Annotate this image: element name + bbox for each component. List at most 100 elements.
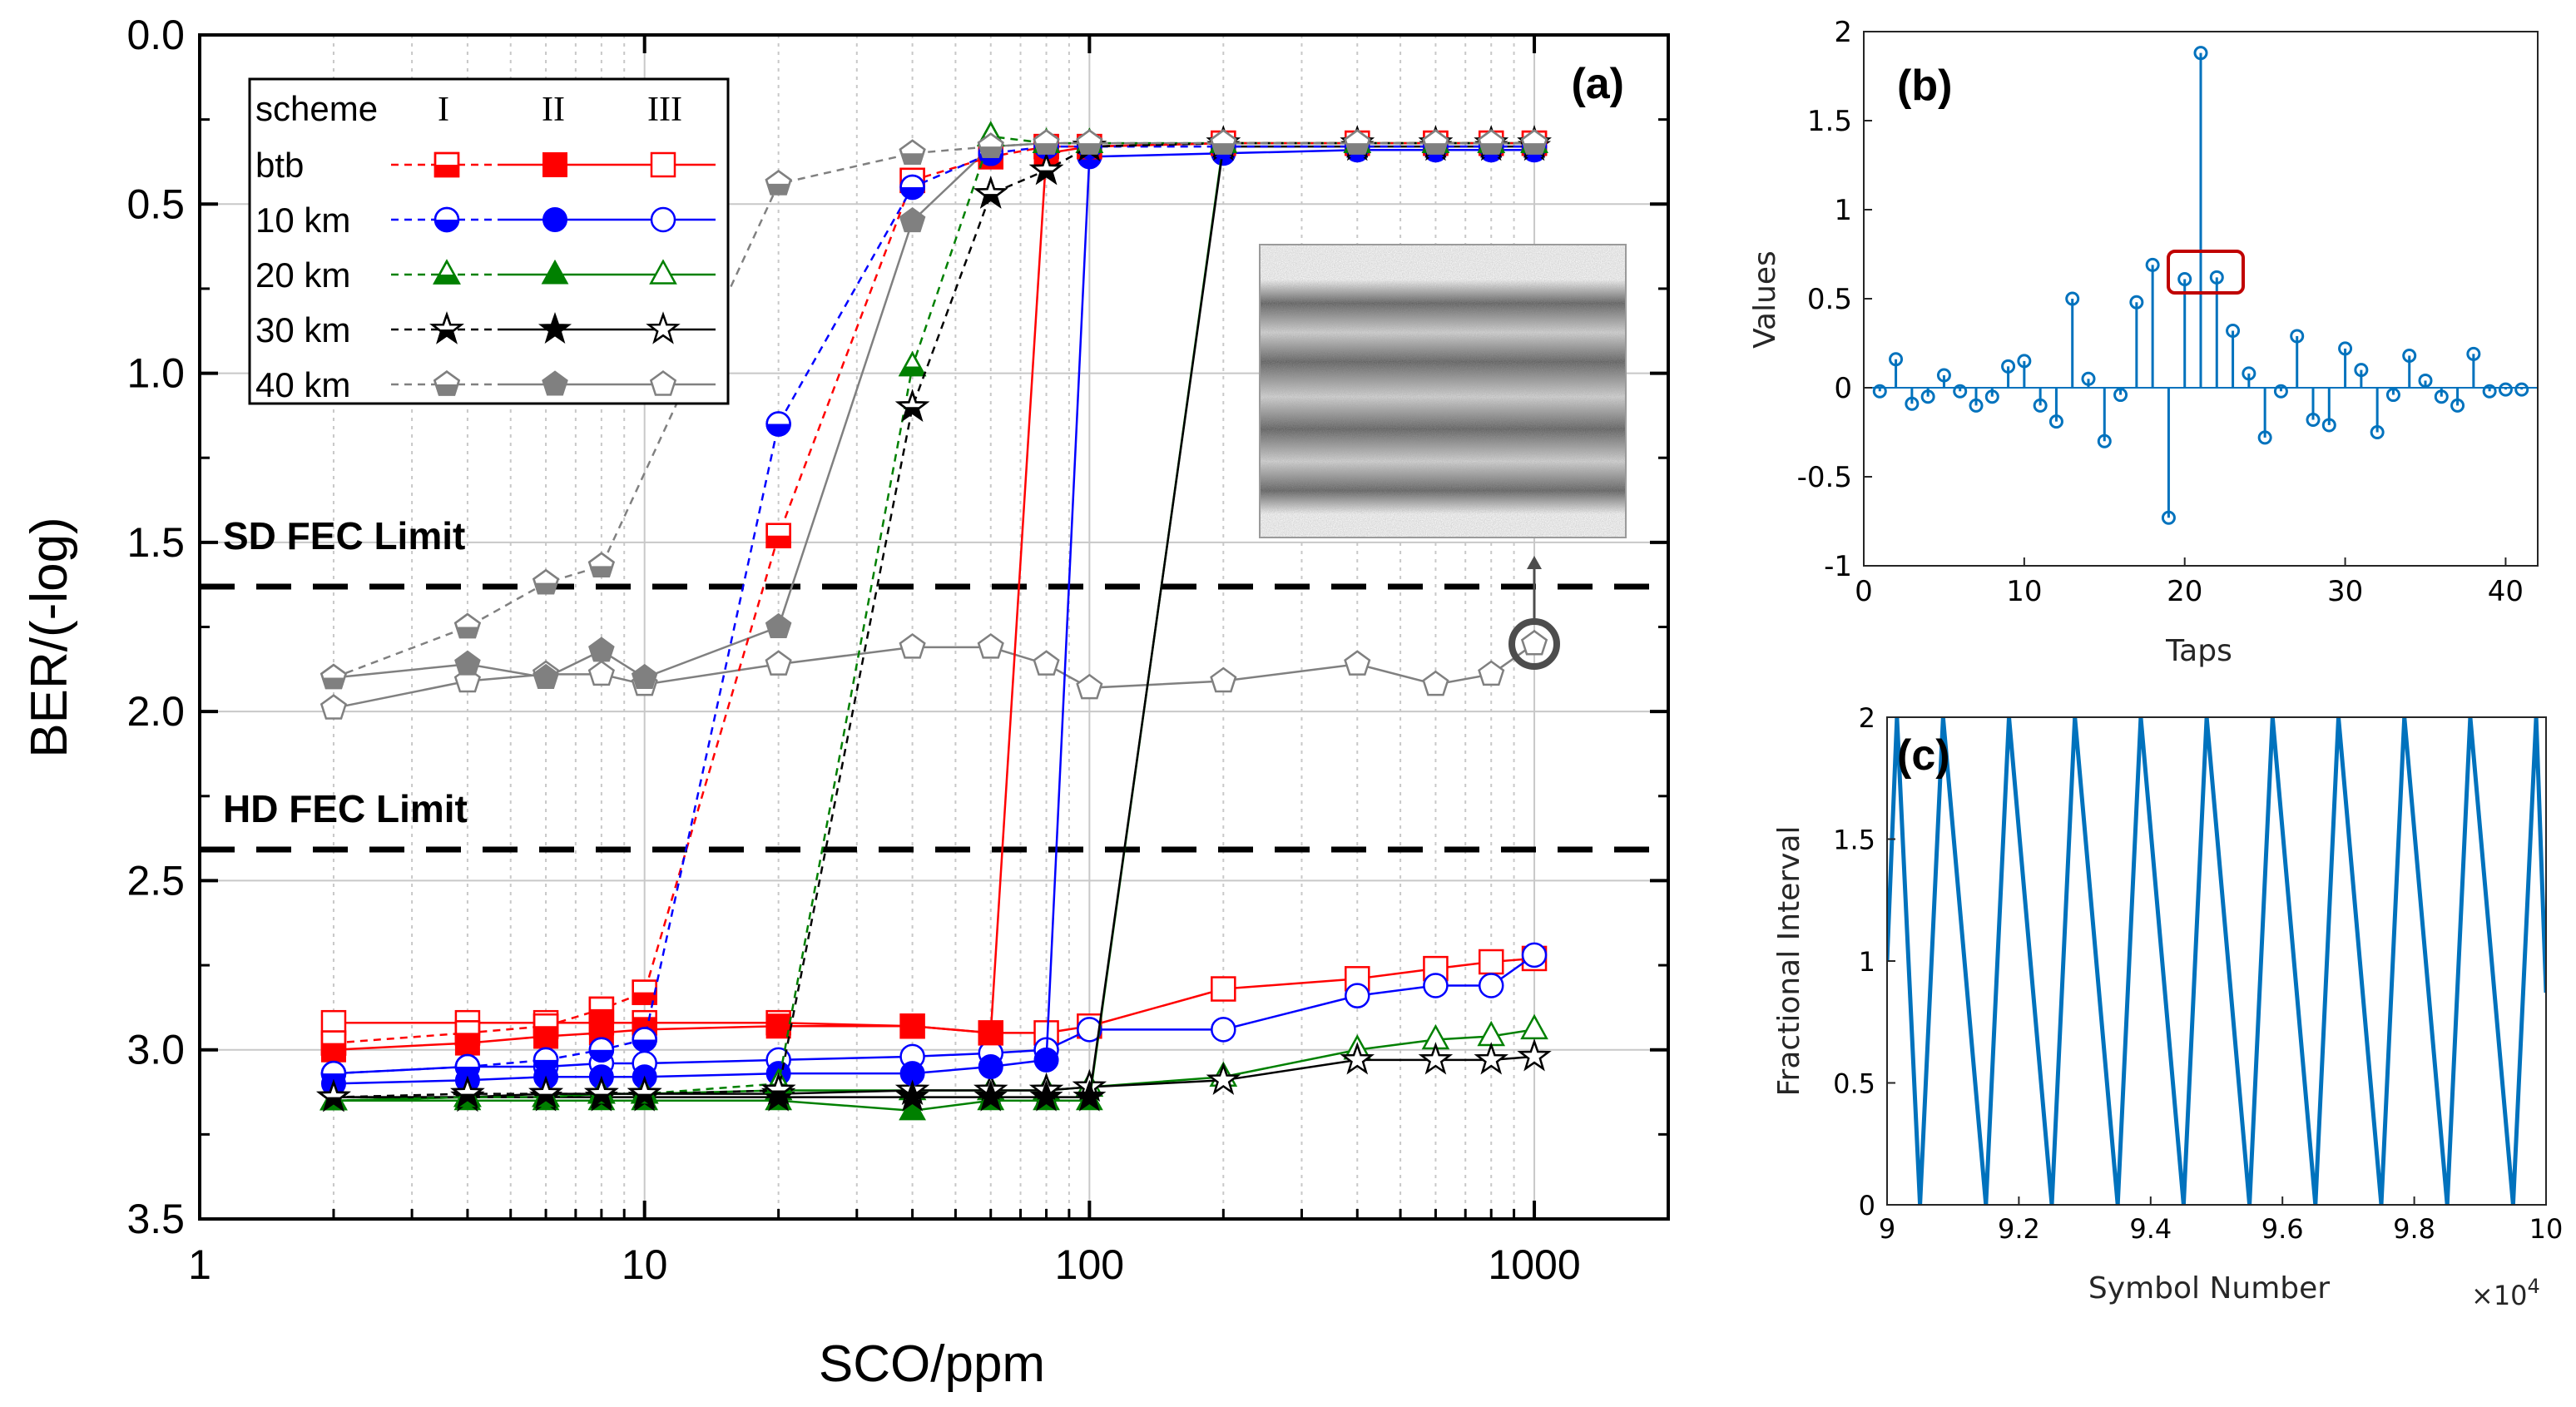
series-40-km-i: [320, 129, 1548, 690]
data-point: [1210, 129, 1237, 155]
panel-a-fec-lines: [200, 583, 1656, 853]
panel-b-stems: [1864, 46, 2538, 525]
stem: [2161, 388, 2176, 525]
legend-header: scheme: [255, 89, 378, 128]
legend-marker: [542, 207, 567, 232]
data-point: [528, 1075, 563, 1109]
x-tick-label: 9.2: [1998, 1213, 2040, 1245]
panel-a-xlabel: SCO/ppm: [819, 1335, 1045, 1393]
data-point: [765, 523, 791, 548]
data-point: [320, 694, 348, 720]
data-point: [632, 979, 657, 1005]
highlight-circle-arrow: [1508, 556, 1560, 670]
panel-c-ylabel: Fractional Interval: [1772, 825, 1806, 1096]
stem: [2498, 382, 2513, 397]
panel-a-label: (a): [1571, 60, 1624, 108]
fractional-interval-line: [1887, 717, 2546, 1205]
panel-b-xlabel: Taps: [2165, 634, 2232, 668]
legend-marker: [541, 259, 569, 285]
data-point: [760, 1072, 796, 1106]
stem: [2338, 341, 2353, 388]
data-point: [765, 1013, 791, 1039]
data-point: [454, 650, 481, 676]
stem: [2017, 354, 2032, 388]
x-tick-label: 20: [2167, 575, 2202, 608]
stem: [2145, 257, 2160, 388]
y-tick-label: 0.5: [1807, 283, 1852, 316]
x-tick-label: 9.4: [2129, 1213, 2172, 1245]
panel-c-x-exponent: ×104: [2471, 1275, 2540, 1311]
data-point: [1344, 650, 1371, 676]
legend-marker: [433, 206, 460, 233]
x-tick-label: 9: [1879, 1213, 1895, 1245]
data-point: [454, 1053, 481, 1080]
data-point: [632, 1027, 657, 1053]
data-point: [1345, 983, 1370, 1008]
data-point: [1340, 1042, 1375, 1075]
legend-marker: [433, 151, 460, 178]
legend-row: 40 km: [255, 365, 716, 404]
data-point: [978, 1020, 1003, 1046]
stem: [2385, 388, 2400, 403]
series-40-km-iii: [320, 629, 1548, 720]
data-point: [973, 1079, 1008, 1112]
stem: [2466, 346, 2481, 388]
y-tick-label: 0: [1834, 372, 1852, 405]
y-tick-label: 2.0: [126, 688, 185, 735]
stem: [2354, 363, 2369, 388]
stem: [2129, 295, 2144, 388]
stem: [2418, 373, 2433, 388]
legend-label: 30 km: [255, 310, 350, 349]
stem: [1936, 368, 1951, 388]
data-point: [899, 632, 926, 659]
panel-b-ylabel: Values: [1748, 250, 1782, 349]
stem: [1889, 352, 1904, 388]
data-point: [977, 632, 1004, 659]
data-point: [1033, 650, 1060, 676]
data-point: [316, 1078, 351, 1112]
panel-c-x-exponent-power: 4: [2528, 1275, 2540, 1298]
data-point: [584, 1075, 619, 1109]
legend-row: 20 km: [255, 255, 716, 295]
data-point: [1520, 1013, 1548, 1040]
data-point: [1520, 629, 1548, 656]
y-tick-label: 2.5: [126, 857, 185, 904]
stem: [2514, 382, 2529, 397]
data-point: [1077, 1017, 1102, 1043]
stem: [2306, 388, 2321, 428]
data-point: [765, 169, 792, 196]
legend-row: btb: [255, 146, 716, 185]
series-line: [333, 145, 1535, 1075]
y-tick-label: 3.0: [126, 1027, 185, 1073]
data-point: [899, 174, 925, 201]
legend-label: btb: [255, 146, 304, 185]
data-point: [533, 663, 559, 689]
data-point: [899, 206, 926, 233]
y-tick-label: -0.5: [1797, 461, 1852, 494]
stem: [2290, 329, 2305, 388]
stem: [1920, 388, 1935, 404]
data-point: [1422, 129, 1449, 155]
stem: [2097, 388, 2112, 448]
stem: [2370, 388, 2385, 439]
data-point: [1206, 1062, 1241, 1095]
data-point: [588, 637, 615, 662]
legend-rows: btb 10 km 20 km 30 km 40 km: [255, 146, 716, 404]
panel-a-axes: 1 10 100 1000 0.0 0.5 1.0 1.5 2.0 2.5 3.0 3.5: [126, 12, 1670, 1288]
stem: [2065, 291, 2080, 388]
legend-row: 30 km: [255, 310, 716, 349]
data-point: [899, 139, 926, 166]
legend-marker: [650, 151, 676, 178]
legend-marker: [537, 311, 572, 344]
data-point: [631, 663, 658, 689]
data-point: [1033, 1047, 1059, 1073]
data-point: [765, 411, 791, 437]
data-point: [450, 1075, 485, 1109]
x-tick-label: 30: [2327, 575, 2363, 608]
y-tick-label: 1.5: [1807, 105, 1852, 138]
y-tick-label: 2: [1834, 16, 1852, 49]
data-point: [1520, 129, 1548, 155]
panel-b: 0 10 20 30 40 -1 -0.5 0 0.5 1 1.5 2 (b) Taps Values: [1748, 16, 2539, 668]
data-point: [765, 650, 792, 676]
